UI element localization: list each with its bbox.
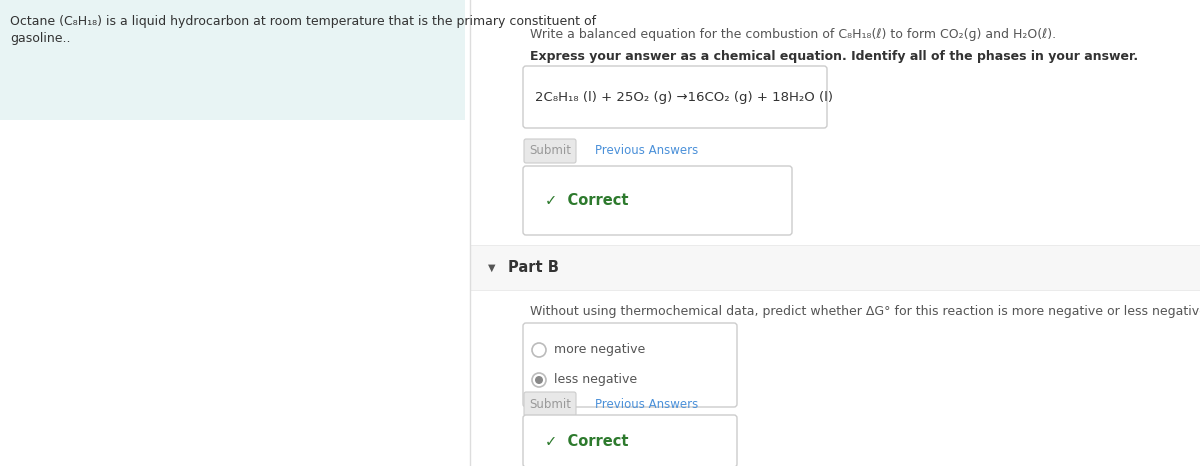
Text: Octane (C₈H₁₈) is a liquid hydrocarbon at room temperature that is the primary c: Octane (C₈H₁₈) is a liquid hydrocarbon a… — [10, 15, 596, 28]
Bar — [0, 0, 466, 120]
Text: 2C₈H₁₈ (l) + 25O₂ (g) →16CO₂ (g) + 18H₂O (l): 2C₈H₁₈ (l) + 25O₂ (g) →16CO₂ (g) + 18H₂O… — [535, 90, 833, 103]
Text: Without using thermochemical data, predict whether ΔG° for this reaction is more: Without using thermochemical data, predi… — [530, 305, 1200, 318]
FancyBboxPatch shape — [523, 323, 737, 407]
Text: ▼: ▼ — [488, 262, 496, 273]
Text: Express your answer as a chemical equation. Identify all of the phases in your a: Express your answer as a chemical equati… — [530, 50, 1138, 63]
Circle shape — [535, 376, 542, 384]
Text: more negative: more negative — [554, 343, 646, 356]
Bar — [470, 245, 1200, 290]
Text: Submit: Submit — [529, 144, 571, 158]
Text: ✓  Correct: ✓ Correct — [545, 433, 629, 448]
Text: Previous Answers: Previous Answers — [595, 144, 698, 158]
Text: less negative: less negative — [554, 374, 637, 386]
FancyBboxPatch shape — [523, 415, 737, 466]
FancyBboxPatch shape — [524, 139, 576, 163]
FancyBboxPatch shape — [523, 166, 792, 235]
FancyBboxPatch shape — [524, 392, 576, 416]
Text: Previous Answers: Previous Answers — [595, 397, 698, 411]
Text: ✓  Correct: ✓ Correct — [545, 193, 629, 208]
Text: Submit: Submit — [529, 397, 571, 411]
Text: gasoline..: gasoline.. — [10, 32, 71, 45]
Text: Write a balanced equation for the combustion of C₈H₁₈(ℓ) to form CO₂(ɡ) and H₂O(: Write a balanced equation for the combus… — [530, 28, 1056, 41]
FancyBboxPatch shape — [523, 66, 827, 128]
Text: Part B: Part B — [508, 260, 559, 275]
